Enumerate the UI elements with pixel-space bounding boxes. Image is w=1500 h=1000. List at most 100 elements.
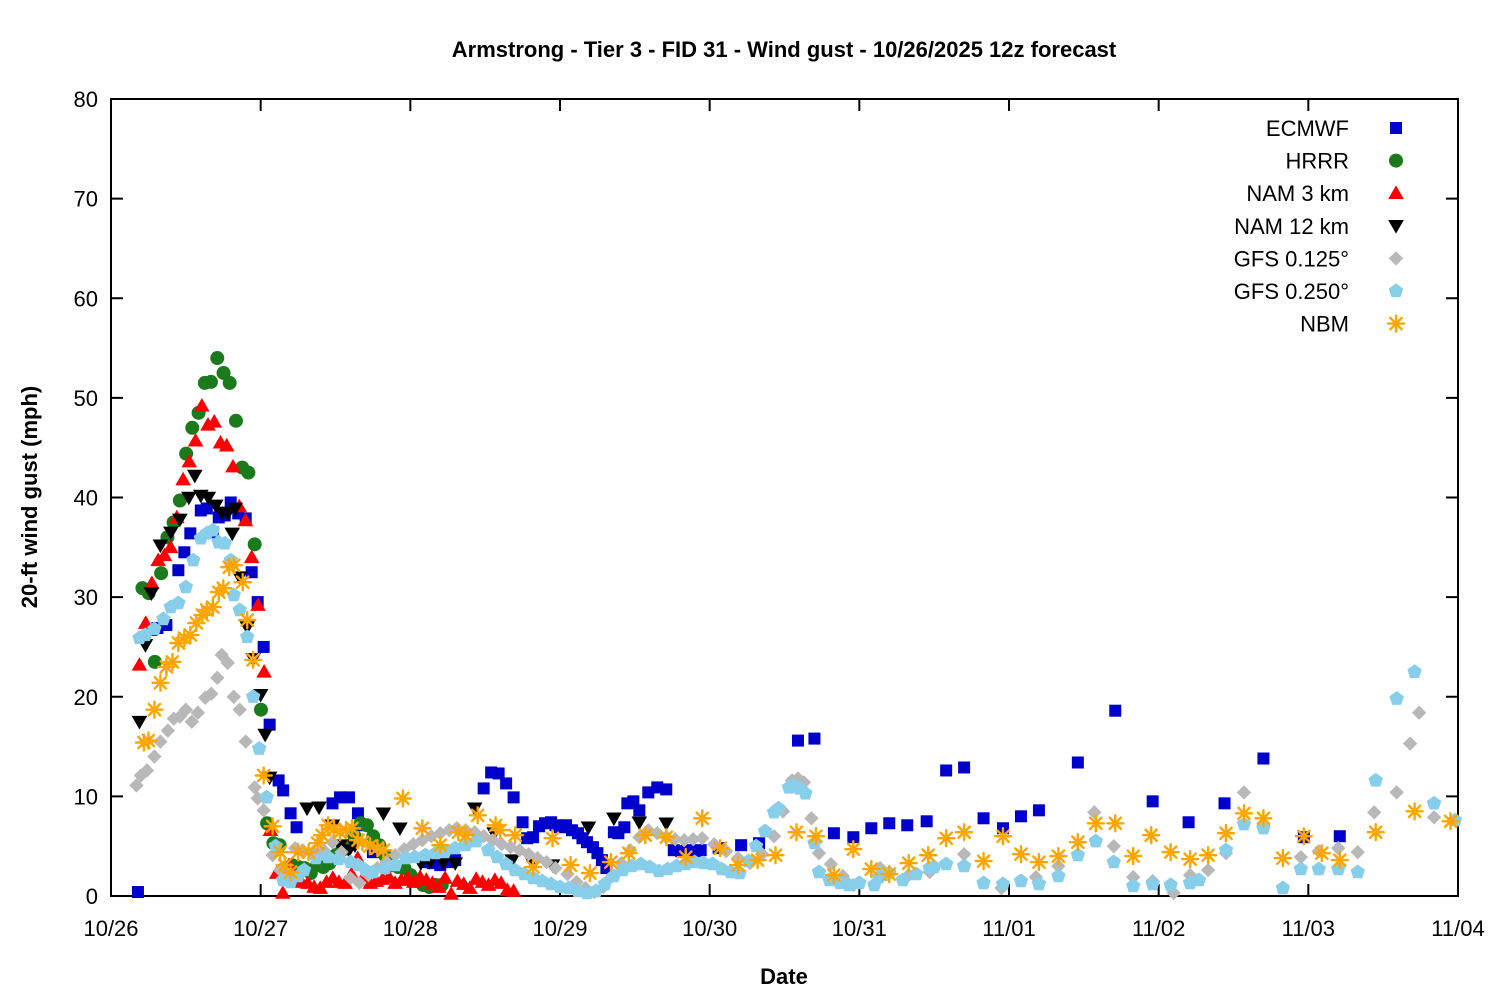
data-point <box>1312 844 1331 863</box>
data-point <box>1087 805 1102 820</box>
x-axis-title: Date <box>760 964 808 989</box>
data-point <box>311 801 327 816</box>
legend-entry-hrrr: HRRR <box>1285 149 1403 174</box>
data-point <box>976 875 991 890</box>
data-point <box>468 806 487 825</box>
data-point <box>548 860 563 876</box>
data-point <box>580 821 597 836</box>
y-tick-label: 50 <box>74 386 98 411</box>
data-point <box>469 833 484 848</box>
data-point <box>492 767 505 780</box>
data-point <box>162 539 179 554</box>
data-point <box>247 780 262 795</box>
data-point <box>175 471 191 486</box>
data-point <box>993 827 1013 846</box>
data-point <box>163 526 179 541</box>
data-point <box>374 841 393 860</box>
x-tick-label: 11/02 <box>1132 916 1185 941</box>
y-axis-title: 20-ft wind gust (mph) <box>17 385 42 609</box>
legend-entry-nam-12-km: NAM 12 km <box>1234 214 1404 239</box>
data-point <box>375 807 392 822</box>
data-point <box>220 558 239 577</box>
data-point <box>462 880 478 894</box>
data-point <box>1182 816 1195 829</box>
data-point <box>1441 812 1460 831</box>
data-point <box>250 791 265 806</box>
data-point <box>1031 876 1047 891</box>
data-point <box>181 453 198 468</box>
data-point <box>156 547 173 562</box>
data-point <box>431 836 450 855</box>
data-point <box>1366 823 1385 842</box>
data-point <box>1124 846 1143 866</box>
data-point <box>1014 810 1027 823</box>
data-point <box>808 732 821 745</box>
data-point <box>1388 283 1404 298</box>
data-point <box>1293 861 1309 876</box>
data-point <box>224 527 241 542</box>
data-point <box>247 537 262 552</box>
data-point <box>1389 153 1403 168</box>
data-point <box>172 564 185 577</box>
data-point <box>134 733 154 752</box>
data-point <box>308 834 327 853</box>
data-point <box>909 866 924 881</box>
data-point <box>308 850 324 865</box>
data-point <box>1331 840 1346 856</box>
data-point <box>798 785 813 800</box>
data-point <box>1126 869 1141 885</box>
data-point <box>430 879 447 893</box>
data-point <box>241 465 256 480</box>
data-point <box>458 837 473 852</box>
data-point <box>139 731 158 750</box>
data-point <box>823 856 839 872</box>
data-point <box>787 823 806 842</box>
legend-label: NBM <box>1300 312 1349 337</box>
data-point <box>505 883 522 897</box>
data-point <box>706 836 722 852</box>
data-point <box>237 512 254 527</box>
x-tick-label: 11/03 <box>1282 916 1335 941</box>
legend-entry-gfs-0-250: GFS 0.250° <box>1234 279 1404 304</box>
data-point <box>131 886 144 899</box>
y-tick-label: 40 <box>74 486 98 511</box>
data-point <box>1426 810 1442 825</box>
data-point <box>448 840 463 855</box>
data-point <box>1109 704 1122 717</box>
data-point <box>1028 869 1044 885</box>
data-point <box>331 851 346 866</box>
data-point <box>580 863 600 883</box>
data-point <box>226 689 241 704</box>
x-tick-label: 10/27 <box>233 916 288 941</box>
data-point <box>1163 877 1178 892</box>
x-tick-label: 10/31 <box>832 916 887 941</box>
data-point <box>449 823 468 842</box>
data-point <box>530 850 545 866</box>
series-ecmwf <box>131 496 1346 899</box>
data-point <box>365 864 381 879</box>
data-point <box>507 791 520 804</box>
legend-entry-ecmwf: ECMWF <box>1266 116 1402 141</box>
data-point <box>791 734 804 747</box>
data-point <box>1275 880 1291 895</box>
data-point <box>1198 846 1218 865</box>
data-point <box>206 413 223 428</box>
data-point <box>256 664 272 678</box>
data-point <box>250 597 266 611</box>
data-point <box>505 826 525 845</box>
data-point <box>152 539 169 554</box>
data-point <box>160 723 176 738</box>
data-point <box>203 374 218 389</box>
data-point <box>503 839 518 855</box>
legend-label: NAM 3 km <box>1246 181 1349 206</box>
data-point <box>657 828 676 847</box>
data-point <box>227 502 244 517</box>
data-point <box>958 761 971 774</box>
data-point <box>899 853 918 873</box>
data-point <box>844 840 863 859</box>
data-point <box>1411 705 1427 720</box>
data-point <box>147 749 162 764</box>
data-point <box>392 822 408 837</box>
data-point <box>214 647 229 663</box>
